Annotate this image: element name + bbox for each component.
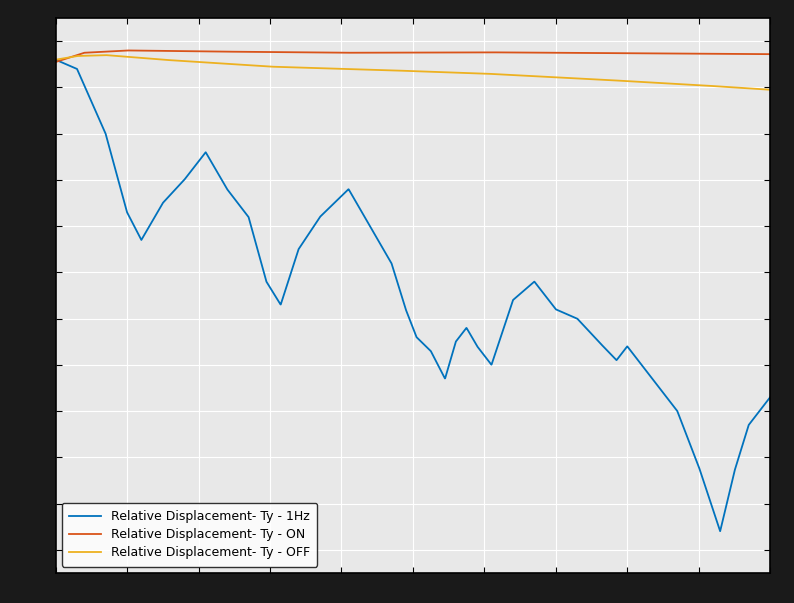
Relative Displacement- Ty - 1Hz [356, 206, 365, 213]
Relative Displacement- Ty - 1Hz [325, 204, 334, 211]
Relative Displacement- Ty - OFF [175, 57, 184, 65]
Relative Displacement- Ty - OFF [675, 80, 684, 87]
Line: Relative Displacement- Ty - OFF: Relative Displacement- Ty - OFF [56, 55, 770, 90]
Relative Displacement- Ty - ON [175, 48, 184, 55]
Relative Displacement- Ty - 1Hz [175, 182, 184, 189]
Relative Displacement- Ty - OFF [133, 54, 142, 62]
Relative Displacement- Ty - 1Hz [51, 56, 60, 63]
Relative Displacement- Ty - ON [675, 50, 684, 57]
Relative Displacement- Ty - 1Hz [765, 394, 775, 401]
Relative Displacement- Ty - ON [356, 49, 365, 56]
Relative Displacement- Ty - 1Hz [715, 528, 725, 535]
Relative Displacement- Ty - ON [752, 51, 761, 58]
Relative Displacement- Ty - ON [133, 47, 142, 54]
Legend: Relative Displacement- Ty - 1Hz, Relative Displacement- Ty - ON, Relative Displa: Relative Displacement- Ty - 1Hz, Relativ… [62, 502, 318, 567]
Relative Displacement- Ty - ON [325, 49, 334, 56]
Relative Displacement- Ty - OFF [51, 56, 60, 63]
Relative Displacement- Ty - OFF [356, 66, 365, 73]
Relative Displacement- Ty - OFF [752, 85, 761, 92]
Relative Displacement- Ty - OFF [325, 65, 334, 72]
Line: Relative Displacement- Ty - ON: Relative Displacement- Ty - ON [56, 51, 770, 62]
Relative Displacement- Ty - 1Hz [674, 412, 684, 420]
Relative Displacement- Ty - 1Hz [133, 228, 142, 235]
Relative Displacement- Ty - 1Hz [752, 411, 761, 418]
Relative Displacement- Ty - OFF [765, 86, 775, 93]
Relative Displacement- Ty - ON [122, 47, 132, 54]
Relative Displacement- Ty - ON [765, 51, 775, 58]
Relative Displacement- Ty - OFF [101, 51, 110, 58]
Relative Displacement- Ty - ON [51, 58, 60, 66]
Line: Relative Displacement- Ty - 1Hz: Relative Displacement- Ty - 1Hz [56, 60, 770, 531]
